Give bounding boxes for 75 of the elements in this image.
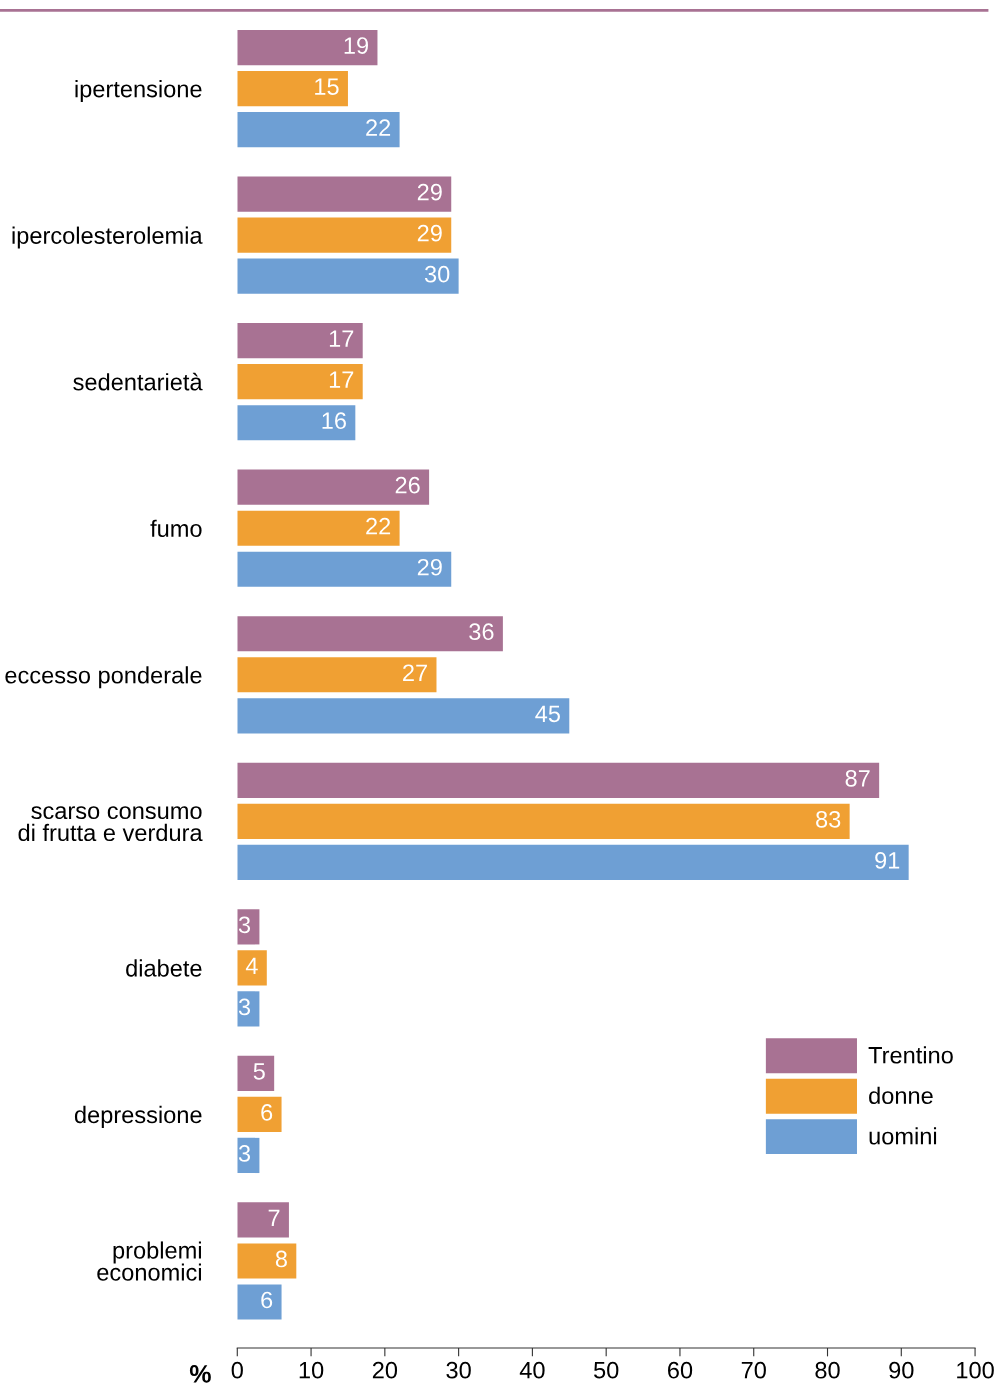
data-label: 17 (329, 330, 354, 347)
y-tick-label: depressione (74, 1105, 202, 1128)
y-tick-label: sedentarietà (73, 372, 203, 391)
x-tick-label: 30 (446, 1361, 471, 1379)
data-label: 29 (417, 224, 442, 242)
data-label: 4 (245, 957, 258, 974)
bar (237, 616, 503, 652)
bar (237, 29, 378, 66)
x-tick-label: 70 (741, 1361, 766, 1379)
legend-label: uomini (869, 1127, 937, 1145)
data-label: 87 (845, 769, 870, 787)
data-label: 3 (238, 916, 251, 934)
x-tick-label: 40 (519, 1361, 545, 1379)
data-label: 3 (238, 1145, 251, 1162)
bar (237, 1243, 297, 1279)
data-label: 36 (469, 623, 494, 641)
legend-label: Trentino (868, 1046, 953, 1064)
bar (237, 405, 356, 441)
data-label: 26 (395, 476, 420, 494)
data-label: 29 (417, 183, 442, 201)
data-label: 16 (322, 412, 346, 430)
bar (237, 217, 452, 253)
bar (237, 364, 363, 400)
x-tick-label: 50 (593, 1361, 619, 1379)
data-label: 30 (424, 265, 450, 283)
legend-label: donne (869, 1086, 933, 1105)
data-label: 6 (261, 1104, 273, 1121)
data-label: 8 (275, 1250, 287, 1268)
x-tick-label: 0 (231, 1361, 243, 1379)
bar (237, 510, 400, 546)
y-tick-label: fumo (150, 519, 202, 538)
bar (237, 323, 363, 359)
bar (237, 112, 400, 148)
y-tick-label: scarso consumo di frutta e verdura (18, 806, 203, 842)
y-tick-label: problemi economici (97, 1241, 201, 1281)
y-tick-label: diabete (126, 959, 202, 977)
bar (237, 176, 452, 212)
x-tick-label: 90 (889, 1361, 914, 1379)
x-tick-label: 60 (668, 1361, 693, 1379)
y-tick-label: ipertensione (75, 80, 202, 103)
bar (237, 469, 430, 505)
data-label: 83 (816, 810, 841, 828)
bar (237, 657, 437, 693)
bar (237, 950, 267, 986)
bar (237, 1284, 282, 1320)
bar (237, 551, 452, 587)
x-tick-label: 80 (815, 1361, 840, 1379)
bar (237, 71, 348, 107)
bar (237, 698, 570, 734)
data-label: 6 (261, 1291, 273, 1309)
data-label: 27 (403, 664, 427, 681)
bar (237, 803, 850, 839)
data-label: 15 (315, 78, 339, 95)
data-label: 17 (329, 371, 354, 388)
x-tick-label: 100 (957, 1361, 994, 1379)
bar (237, 844, 909, 880)
data-label: 19 (344, 37, 369, 54)
bar (237, 258, 459, 294)
bar (237, 1096, 282, 1133)
data-label: 91 (875, 851, 900, 869)
data-label: 22 (366, 119, 391, 136)
bar (237, 762, 880, 798)
data-label: 3 (238, 998, 251, 1016)
bar (237, 1202, 289, 1238)
data-label: 29 (417, 558, 442, 576)
x-tick-label: 10 (299, 1361, 324, 1379)
data-label: 7 (268, 1209, 280, 1227)
data-label: 5 (253, 1063, 265, 1080)
data-label: 45 (535, 705, 560, 723)
bar (237, 1055, 275, 1091)
x-tick-label: 20 (372, 1361, 398, 1379)
x-axis-title: % (189, 1365, 211, 1383)
y-tick-label: ipercolesterolemia (12, 226, 203, 249)
data-label: 22 (366, 517, 391, 535)
y-tick-label: eccesso ponderale (5, 666, 202, 689)
